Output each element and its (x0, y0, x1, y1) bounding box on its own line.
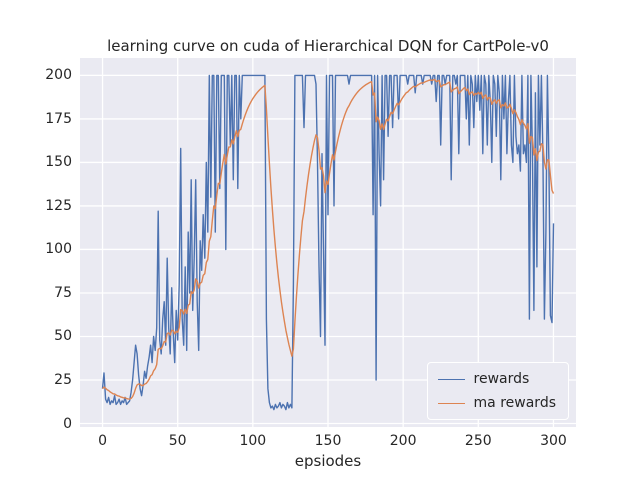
legend-item-ma-rewards: ma rewards (437, 395, 556, 411)
x-tick-label: 200 (389, 433, 417, 449)
x-tick-label: 250 (464, 433, 492, 449)
y-tick-label: 125 (45, 197, 72, 214)
legend-label-rewards: rewards (473, 371, 530, 387)
x-tick-label: 150 (314, 433, 342, 449)
y-tick-label: 100 (45, 241, 72, 258)
ma-rewards-line-swatch (437, 402, 465, 404)
x-tick-label: 50 (168, 433, 187, 449)
y-tick-label: 50 (54, 328, 72, 345)
legend: rewards ma rewards (426, 362, 569, 420)
chart-title: learning curve on cuda of Hierarchical D… (107, 37, 549, 55)
x-tick-label: 0 (98, 433, 107, 449)
y-tick-label: 0 (63, 415, 72, 432)
y-tick-label: 75 (54, 284, 72, 301)
plot-svg (80, 58, 576, 427)
y-tick-label: 150 (45, 154, 72, 171)
x-tick-label: 300 (540, 433, 567, 449)
plot-area: rewards ma rewards (80, 58, 576, 427)
legend-item-rewards: rewards (437, 371, 556, 387)
y-tick-label: 25 (54, 372, 72, 388)
y-tick-label: 200 (45, 67, 72, 84)
series-line-rewards (101, 74, 555, 411)
y-tick-label: 175 (45, 110, 72, 127)
series-line-ma-rewards (101, 78, 555, 400)
x-tick-label: 100 (239, 433, 267, 449)
rewards-line-swatch (437, 378, 465, 380)
x-axis-label: epsiodes (294, 452, 362, 470)
legend-label-ma-rewards: ma rewards (473, 395, 556, 411)
